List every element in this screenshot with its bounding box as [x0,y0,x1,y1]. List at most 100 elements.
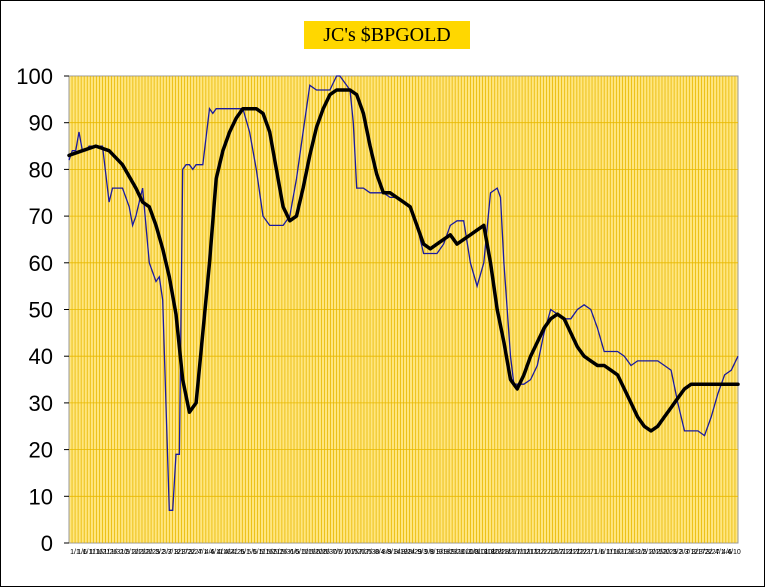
x-tick-label: 10/23 [484,549,502,556]
x-tick-label: 6/30 [323,549,337,556]
x-tick-label: 12/7 [550,549,564,556]
x-tick-label: 11/12 [513,549,530,556]
x-tick-label: 6/25 [316,549,330,556]
x-tick-label: 3/17 [174,549,188,556]
x-tick-label: 3/22 [182,549,196,556]
x-tick-label: 1/6 [594,549,604,556]
x-tick-label: 11/27 [534,549,551,556]
x-tick-labels: 1/11/61/111/161/211/261/312/52/102/152/2… [70,549,741,556]
x-tick-label: 11/22 [527,549,544,556]
x-tick-label: 9/3 [417,549,427,556]
x-tick-label: 11/17 [520,549,537,556]
x-tick-label: 2/10 [125,549,139,556]
raw-series-line [68,75,739,511]
x-tick-label: 7/10 [337,549,351,556]
x-tick-label: 12/2 [543,549,557,556]
x-tick-label: 1/31 [628,549,642,556]
x-tick-label: 1/1 [70,549,80,556]
x-tick-label: 10/28 [491,549,509,556]
x-tick-label: 12/27 [576,549,594,556]
x-tick-label: 3/27 [189,549,203,556]
x-tick-label: 9/23 [444,549,458,556]
x-tick-label: 1/16 [607,549,621,556]
y-tick-label: 30 [29,391,53,416]
x-tick-label: 4/26 [231,549,245,556]
x-tick-label: 1/1 [587,549,597,556]
y-tick-label: 40 [29,344,53,369]
x-tick-label: 1/16 [89,549,103,556]
x-tick-label: 4/6 [722,549,732,556]
x-tick-label: 4/6 [205,549,215,556]
x-tick-label: 11/7 [508,549,521,556]
x-tick-label: 8/4 [375,549,385,556]
x-tick-label: 5/6 [247,549,257,556]
x-tick-label: 2/5 [637,549,647,556]
x-tick-label: 2/10 [642,549,656,556]
x-tick-label: 9/28 [451,549,465,556]
x-tick-label: 5/16 [260,549,274,556]
x-tick-label: 5/31 [281,549,295,556]
x-tick-label: 5/21 [267,549,281,556]
x-tick-label: 3/7 [680,549,690,556]
chart-title: JC's $BPGOLD [304,21,470,49]
x-tick-label: 2/20 [139,549,153,556]
x-tick-label: 3/12 [167,549,181,556]
y-tick-label: 60 [29,251,53,276]
x-tick-label: 4/1 [198,549,208,556]
x-tick-label: 3/2 [155,549,165,556]
x-tick-label: 1/11 [600,549,613,556]
x-tick-label: 4/21 [224,549,238,556]
x-tick-label: 2/5 [120,549,130,556]
x-tick-label: 8/24 [401,549,415,556]
x-tick-label: 8/9 [382,549,392,556]
x-tick-label: 3/22 [699,549,713,556]
x-tick-label: 1/26 [104,549,118,556]
x-tick-label: 2/15 [649,549,663,556]
x-tick-label: 9/13 [430,549,444,556]
x-tick-label: 7/25 [359,549,373,556]
smoothed-series-line [67,88,740,433]
x-tick-label: 6/10 [295,549,309,556]
x-tick-label: 4/10 [727,549,741,556]
x-tick-label: 7/5 [332,549,342,556]
y-tick-labels: 0 10 20 30 40 50 60 70 80 90 100 [16,64,69,556]
x-tick-label: 5/1 [240,549,250,556]
x-tick-label: 1/21 [97,549,111,556]
x-tick-label: 5/26 [274,549,288,556]
x-tick-label: 9/8 [424,549,434,556]
x-tick-label: 6/5 [290,549,300,556]
y-tick-label: 90 [29,111,53,136]
x-tick-label: 1/21 [614,549,628,556]
x-tick-label: 3/7 [162,549,172,556]
x-tick-label: 7/30 [366,549,380,556]
x-tick-label: 10/8 [465,549,479,556]
y-tick-label: 0 [41,531,53,556]
y-tick-label: 20 [29,438,53,463]
y-tick-label: 100 [16,64,53,89]
x-tick-label: 12/12 [555,549,573,556]
x-tick-label: 2/15 [132,549,146,556]
x-tick-label: 4/16 [217,549,231,556]
series-group [67,75,740,511]
x-tick-label: 3/17 [692,549,706,556]
x-tick-label: 2/25 [663,549,677,556]
x-tick-label: 1/6 [77,549,87,556]
y-tick-label: 10 [29,484,53,509]
x-tick-label: 5/11 [253,549,266,556]
x-tick-label: 8/14 [387,549,401,556]
y-tick-label: 50 [29,298,53,323]
x-tick-label: 1/11 [83,549,96,556]
x-tick-label: 12/22 [569,549,587,556]
x-tick-label: 3/27 [706,549,720,556]
x-tick-label: 2/25 [146,549,160,556]
x-tick-label: 6/20 [309,549,323,556]
x-tick-label: 8/29 [408,549,422,556]
x-tick-label: 10/13 [470,549,488,556]
x-tick-label: 6/15 [302,549,316,556]
x-tick-label: 8/19 [394,549,408,556]
x-tick-label: 2/20 [656,549,670,556]
x-tick-label: 7/15 [345,549,359,556]
x-tick-label: 3/2 [672,549,682,556]
x-tick-label: 3/12 [685,549,699,556]
